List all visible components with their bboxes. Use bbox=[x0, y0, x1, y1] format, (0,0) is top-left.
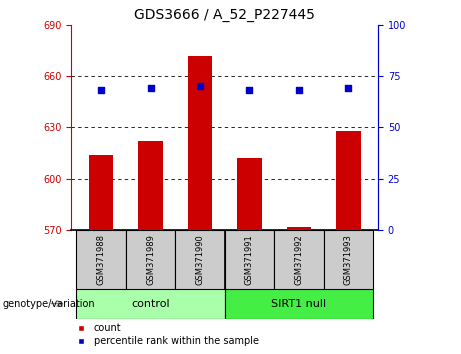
Point bbox=[246, 88, 253, 93]
Point bbox=[147, 86, 154, 91]
Point bbox=[97, 88, 105, 93]
Text: GSM371990: GSM371990 bbox=[195, 234, 205, 285]
Bar bbox=[336, 131, 361, 230]
Bar bbox=[287, 227, 311, 230]
Bar bbox=[77, 230, 126, 289]
Bar bbox=[324, 230, 373, 289]
Text: control: control bbox=[131, 298, 170, 309]
Bar bbox=[138, 141, 163, 230]
Bar bbox=[237, 158, 262, 230]
Bar bbox=[175, 230, 225, 289]
Bar bbox=[225, 289, 373, 319]
Text: genotype/variation: genotype/variation bbox=[2, 298, 95, 309]
Title: GDS3666 / A_52_P227445: GDS3666 / A_52_P227445 bbox=[134, 8, 315, 22]
Text: SIRT1 null: SIRT1 null bbox=[272, 298, 326, 309]
Bar bbox=[77, 289, 225, 319]
Point bbox=[295, 88, 302, 93]
Bar bbox=[89, 155, 113, 230]
Text: GSM371993: GSM371993 bbox=[344, 234, 353, 285]
Text: GSM371992: GSM371992 bbox=[295, 234, 303, 285]
Legend: count, percentile rank within the sample: count, percentile rank within the sample bbox=[77, 324, 259, 346]
Text: GSM371988: GSM371988 bbox=[97, 234, 106, 285]
Text: GSM371991: GSM371991 bbox=[245, 234, 254, 285]
Text: GSM371989: GSM371989 bbox=[146, 234, 155, 285]
Bar bbox=[126, 230, 175, 289]
Bar bbox=[225, 230, 274, 289]
Bar bbox=[274, 230, 324, 289]
Point bbox=[196, 84, 204, 89]
Bar bbox=[188, 56, 213, 230]
Point bbox=[345, 86, 352, 91]
